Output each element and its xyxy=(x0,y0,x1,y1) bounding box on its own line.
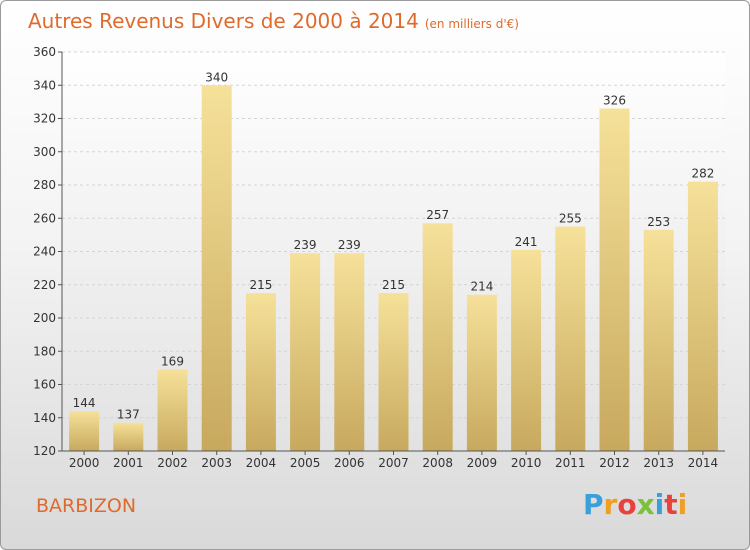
bar-2003 xyxy=(201,85,232,451)
bar-2001 xyxy=(113,422,144,451)
bar-2011 xyxy=(555,226,586,451)
x-tick-label: 2011 xyxy=(555,456,586,470)
x-tick-label: 2014 xyxy=(688,456,719,470)
logo-letter: x xyxy=(636,488,655,521)
chart-title-text: Autres Revenus Divers de 2000 à 2014 xyxy=(28,9,419,33)
bar-value-label: 239 xyxy=(294,238,317,252)
bar-2009 xyxy=(466,294,497,451)
city-name: BARBIZON xyxy=(36,495,137,517)
y-tick-label: 260 xyxy=(33,211,56,225)
bar-value-label: 282 xyxy=(691,167,714,181)
bar-value-label: 255 xyxy=(559,212,582,226)
bar-value-label: 340 xyxy=(205,70,228,84)
bar-2006 xyxy=(334,253,365,451)
bar-2013 xyxy=(643,229,674,451)
y-tick-label: 220 xyxy=(33,278,56,292)
bar-2002 xyxy=(157,369,188,451)
x-tick-label: 2007 xyxy=(378,456,409,470)
bar-value-label: 214 xyxy=(470,280,493,294)
y-tick-label: 340 xyxy=(33,78,56,92)
x-tick-label: 2002 xyxy=(157,456,188,470)
bar-value-label: 239 xyxy=(338,238,361,252)
chart-unit: (en milliers d'€) xyxy=(424,17,519,31)
x-tick-label: 2009 xyxy=(467,456,498,470)
bar-2004 xyxy=(245,293,276,451)
y-tick-label: 140 xyxy=(33,411,56,425)
y-tick-label: 200 xyxy=(33,311,56,325)
bar-value-label: 144 xyxy=(73,396,96,410)
proxiti-logo: Proxiti xyxy=(583,488,687,521)
bar-value-label: 241 xyxy=(515,235,538,249)
y-tick-label: 240 xyxy=(33,245,56,259)
x-tick-label: 2010 xyxy=(511,456,542,470)
bar-2007 xyxy=(378,293,409,451)
y-tick-label: 360 xyxy=(33,45,56,59)
x-tick-label: 2012 xyxy=(599,456,630,470)
y-tick-label: 180 xyxy=(33,344,56,358)
x-tick-label: 2004 xyxy=(246,456,277,470)
logo-letter: t xyxy=(664,488,678,521)
chart-title: Autres Revenus Divers de 2000 à 2014 (en … xyxy=(28,9,519,33)
y-tick-label: 280 xyxy=(33,178,56,192)
bar-2000 xyxy=(69,411,100,451)
bar-value-label: 215 xyxy=(382,278,405,292)
x-tick-label: 2000 xyxy=(69,456,100,470)
bar-value-label: 137 xyxy=(117,408,140,422)
logo-letter: i xyxy=(677,488,688,521)
bar-value-label: 215 xyxy=(249,278,272,292)
logo-letter: r xyxy=(603,488,618,521)
x-tick-label: 2005 xyxy=(290,456,321,470)
y-tick-label: 300 xyxy=(33,145,56,159)
logo-letter: i xyxy=(654,488,665,521)
bar-2014 xyxy=(687,181,718,452)
logo-letter: o xyxy=(617,488,637,521)
y-tick-label: 120 xyxy=(33,444,56,458)
bar-value-label: 257 xyxy=(426,208,449,222)
bar-2005 xyxy=(290,253,321,451)
x-tick-label: 2001 xyxy=(113,456,144,470)
x-tick-label: 2008 xyxy=(422,456,453,470)
bar-2012 xyxy=(599,108,630,452)
y-tick-label: 160 xyxy=(33,378,56,392)
x-tick-label: 2006 xyxy=(334,456,365,470)
logo-letter: P xyxy=(583,488,604,521)
bar-2008 xyxy=(422,223,453,451)
bar-2010 xyxy=(511,249,542,451)
y-tick-label: 320 xyxy=(33,112,56,126)
bar-value-label: 253 xyxy=(647,215,670,229)
bar-value-label: 326 xyxy=(603,94,626,108)
x-tick-label: 2013 xyxy=(643,456,674,470)
x-tick-label: 2003 xyxy=(201,456,232,470)
bar-value-label: 169 xyxy=(161,355,184,369)
